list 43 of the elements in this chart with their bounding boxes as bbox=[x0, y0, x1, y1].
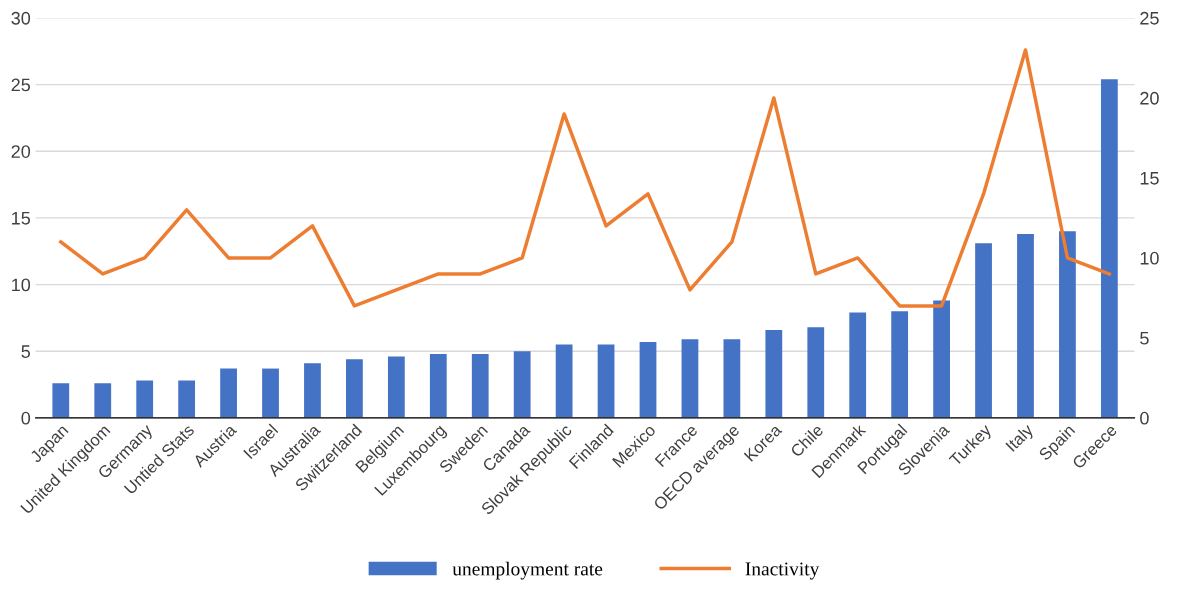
bar bbox=[555, 344, 573, 418]
bar bbox=[597, 344, 615, 418]
bar bbox=[1059, 231, 1076, 418]
x-tick-label: Italy bbox=[1004, 422, 1037, 455]
y-tick-label: 25 bbox=[11, 78, 31, 92]
bar bbox=[891, 311, 909, 418]
bar bbox=[1017, 233, 1034, 418]
y2-tick-label: 15 bbox=[1140, 172, 1159, 185]
legend-label: unemployment rate bbox=[452, 561, 603, 580]
bar bbox=[346, 359, 363, 418]
bar bbox=[975, 243, 992, 418]
bar bbox=[471, 353, 489, 418]
y-tick-label: 10 bbox=[12, 278, 31, 292]
bar bbox=[1100, 79, 1118, 418]
bar bbox=[681, 339, 699, 418]
bar bbox=[52, 383, 70, 418]
y-tick-label: 30 bbox=[11, 11, 31, 25]
bar bbox=[765, 329, 783, 418]
y2-tick-label: 5 bbox=[1140, 332, 1149, 345]
y2-tick-label: 0 bbox=[1140, 411, 1149, 425]
bar bbox=[723, 339, 741, 418]
y-tick-label: 15 bbox=[12, 212, 31, 225]
legend-label: Inactivity bbox=[745, 562, 820, 580]
y-tick-label: 5 bbox=[21, 345, 31, 358]
bar bbox=[387, 356, 405, 418]
bar bbox=[513, 351, 531, 418]
bar bbox=[94, 383, 112, 418]
y-tick-label: 20 bbox=[11, 145, 31, 158]
bar bbox=[849, 312, 867, 418]
bar bbox=[262, 368, 279, 418]
bar bbox=[304, 363, 321, 418]
bar bbox=[178, 380, 196, 418]
y2-tick-label: 25 bbox=[1140, 11, 1159, 25]
bar bbox=[220, 368, 237, 418]
bar bbox=[807, 327, 825, 418]
line-series bbox=[59, 48, 1112, 308]
bar bbox=[639, 341, 657, 418]
y2-tick-label: 20 bbox=[1140, 91, 1159, 105]
bar bbox=[136, 380, 154, 418]
y-tick-label: 0 bbox=[21, 411, 31, 425]
bar bbox=[429, 353, 447, 418]
y2-tick-label: 10 bbox=[1140, 251, 1159, 265]
bar bbox=[933, 300, 950, 418]
